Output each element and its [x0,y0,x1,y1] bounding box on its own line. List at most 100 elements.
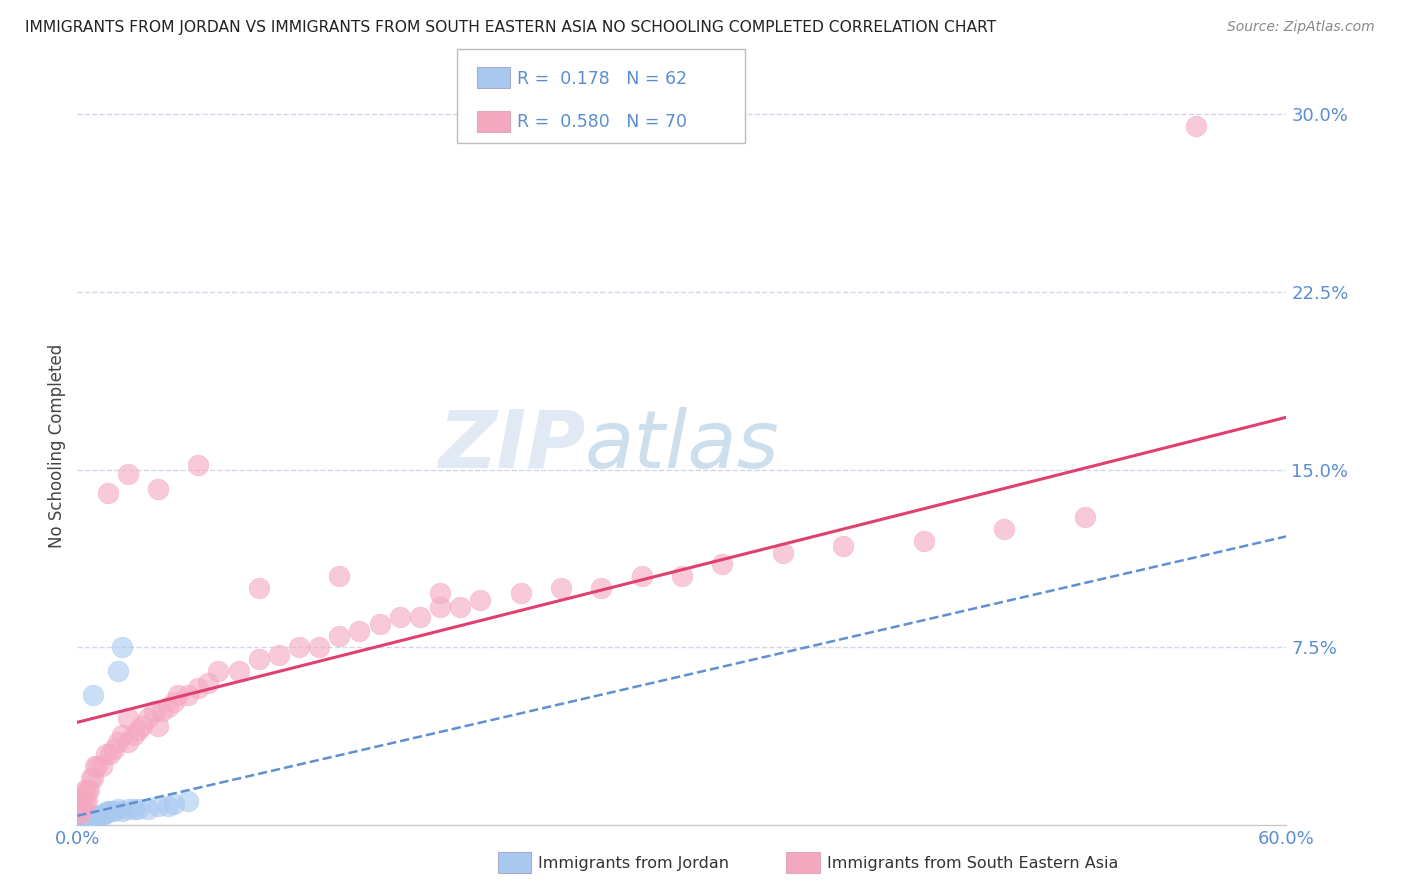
Point [80,811,103,825]
Point [146,799,169,814]
Point [247,652,270,666]
Point [591,581,613,595]
Point [136,801,159,815]
Point [288,640,311,655]
Point [86,759,108,773]
Point [70,818,93,832]
Point [167,688,190,702]
Point [67,806,90,821]
Point [117,711,139,725]
Point [72,818,94,832]
Point [127,723,149,738]
Text: ZIP: ZIP [437,407,585,485]
Point [67,818,90,832]
Point [111,640,134,655]
Point [82,814,104,828]
Point [89,808,111,822]
Point [72,814,94,828]
Point [72,811,94,825]
Point [127,801,149,815]
Point [94,806,117,821]
Point [197,676,219,690]
Point [72,815,94,830]
Point [67,818,90,832]
Point [96,486,118,500]
Point [111,804,134,818]
Point [267,648,290,662]
Point [76,814,98,828]
Point [832,539,855,553]
Point [98,747,121,761]
Point [177,794,200,808]
Point [509,586,531,600]
Point [84,808,107,822]
Point [157,799,180,814]
Point [79,811,101,825]
Point [157,699,180,714]
Point [76,811,98,825]
Point [72,815,94,830]
Point [349,624,371,638]
Point [131,718,153,732]
Text: Source: ZipAtlas.com: Source: ZipAtlas.com [1227,20,1375,34]
Point [70,789,93,804]
Point [772,546,794,560]
Point [72,818,94,832]
Point [72,815,94,830]
Point [70,811,93,825]
Point [79,782,101,797]
Point [671,569,693,583]
Text: R =  0.178   N = 62: R = 0.178 N = 62 [517,70,688,88]
Point [388,609,411,624]
Point [328,569,350,583]
Point [163,797,186,811]
Point [429,586,451,600]
Point [711,558,734,572]
Point [72,814,94,828]
Point [912,533,935,548]
Point [70,815,93,830]
Point [67,794,90,808]
Point [449,600,471,615]
Point [75,815,97,830]
Point [207,664,229,678]
Point [98,804,121,818]
Point [82,771,104,785]
Point [75,811,97,825]
Point [142,705,165,719]
Point [368,616,391,631]
Y-axis label: No Schooling Completed: No Schooling Completed [48,344,66,548]
Point [76,815,98,830]
Point [86,808,108,822]
Point [111,728,134,742]
Point [80,771,103,785]
Point [86,811,108,825]
Point [96,804,118,818]
Point [90,759,112,773]
Point [630,569,652,583]
Point [72,789,94,804]
Point [187,458,209,472]
Point [82,688,104,702]
Text: IMMIGRANTS FROM JORDAN VS IMMIGRANTS FROM SOUTH EASTERN ASIA NO SCHOOLING COMPLE: IMMIGRANTS FROM JORDAN VS IMMIGRANTS FRO… [25,20,997,35]
Point [993,522,1015,536]
Point [76,794,98,808]
Point [429,600,451,615]
Point [93,806,115,821]
Point [76,815,98,830]
Point [70,818,93,832]
Point [146,718,169,732]
Point [94,747,117,761]
Point [90,808,112,822]
Point [470,593,492,607]
Point [122,801,145,815]
Point [107,664,129,678]
Point [75,815,97,830]
Text: atlas: atlas [585,407,780,485]
Point [117,735,139,749]
Point [409,609,432,624]
Text: R =  0.580   N = 70: R = 0.580 N = 70 [517,113,688,131]
Point [76,782,98,797]
Point [107,735,129,749]
Point [70,815,93,830]
